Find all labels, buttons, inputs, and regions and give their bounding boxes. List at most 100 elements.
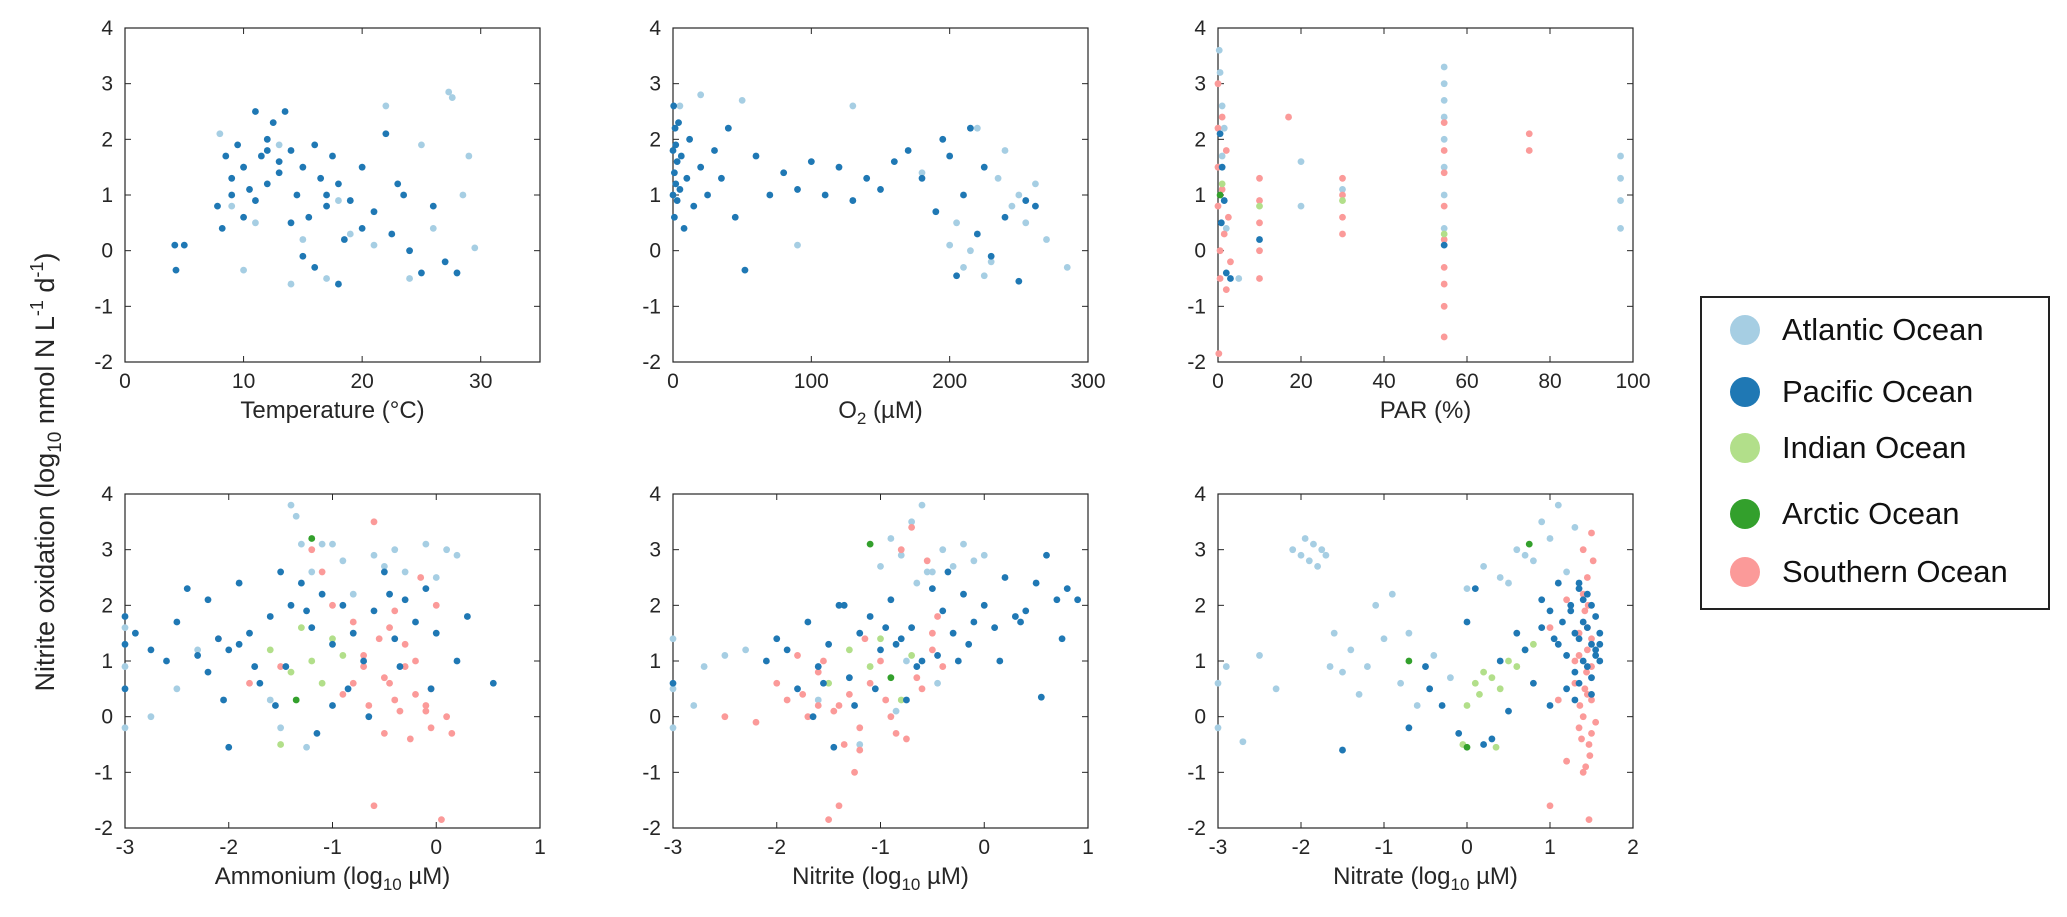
x-axis-label-3: Ammonium (log10 µM) <box>215 863 450 894</box>
data-point-pacific-ocean <box>412 618 419 626</box>
data-point-pacific-ocean <box>794 685 801 693</box>
data-point-atlantic-ocean <box>1440 96 1448 104</box>
y-tick-label: 0 <box>101 240 113 263</box>
plot-area-5 <box>1217 493 1634 829</box>
data-point-pacific-ocean <box>1455 729 1463 737</box>
data-point-pacific-ocean <box>173 618 181 626</box>
data-point-atlantic-ocean <box>1430 652 1438 659</box>
data-point-pacific-ocean <box>944 568 952 576</box>
data-point-pacific-ocean <box>711 147 718 154</box>
y-tick-label: -2 <box>642 351 661 374</box>
data-point-atlantic-ocean <box>1440 163 1448 171</box>
data-point-pacific-ocean <box>669 679 677 687</box>
data-point-atlantic-ocean <box>949 562 957 570</box>
data-point-atlantic-ocean <box>303 743 310 751</box>
data-point-southern-ocean <box>1256 219 1263 227</box>
data-point-pacific-ocean <box>422 585 430 593</box>
data-point-atlantic-ocean <box>1440 135 1448 143</box>
data-point-pacific-ocean <box>780 169 788 177</box>
data-point-pacific-ocean <box>263 135 271 143</box>
data-point-southern-ocean <box>856 724 864 732</box>
data-point-atlantic-ocean <box>1239 738 1247 746</box>
data-point-pacific-ocean <box>697 163 705 171</box>
data-point-pacific-ocean <box>1571 668 1579 676</box>
data-point-atlantic-ocean <box>465 152 473 160</box>
data-point-pacific-ocean <box>275 169 283 177</box>
data-point-pacific-ocean <box>996 657 1004 665</box>
data-point-pacific-ocean <box>1554 579 1562 587</box>
legend-label-arctic: Arctic Ocean <box>1782 496 1960 531</box>
data-point-pacific-ocean <box>686 135 693 143</box>
data-point-pacific-ocean <box>1022 607 1030 615</box>
x-tick-label: -1 <box>871 836 890 859</box>
data-point-pacific-ocean <box>804 618 812 626</box>
data-point-indian-ocean <box>339 652 347 659</box>
scatter-panel-2: 0 20 40 60 80 100 -2 -1 0 1 2 3 4 PAR (%) <box>1187 17 1650 424</box>
data-point-pacific-ocean <box>1463 618 1471 626</box>
data-point-indian-ocean <box>297 624 305 631</box>
data-point-pacific-ocean <box>299 163 307 171</box>
data-point-pacific-ocean <box>1438 702 1446 709</box>
data-point-pacific-ocean <box>323 191 330 199</box>
data-point-pacific-ocean <box>673 197 681 204</box>
data-point-arctic-ocean <box>1216 191 1224 199</box>
data-point-southern-ocean <box>386 679 393 687</box>
x-tick-label: -3 <box>116 836 135 859</box>
data-point-indian-ocean <box>329 635 336 643</box>
data-point-pacific-ocean <box>954 657 962 665</box>
data-point-atlantic-ocean <box>471 244 479 252</box>
data-point-southern-ocean <box>1339 213 1346 221</box>
x-tick-label: 0 <box>978 836 990 859</box>
data-point-indian-ocean <box>266 646 274 654</box>
data-point-pacific-ocean <box>762 657 770 665</box>
data-point-atlantic-ocean <box>918 501 926 509</box>
data-point-southern-ocean <box>1440 169 1448 177</box>
y-tick-label: 2 <box>101 594 113 617</box>
data-point-atlantic-ocean <box>240 266 247 274</box>
data-point-pacific-ocean <box>370 607 378 615</box>
data-point-pacific-ocean <box>669 147 677 154</box>
data-point-southern-ocean <box>1216 275 1224 282</box>
data-point-southern-ocean <box>1579 546 1587 554</box>
data-point-pacific-ocean <box>1015 277 1023 285</box>
data-point-pacific-ocean <box>918 657 926 665</box>
data-point-pacific-ocean <box>1567 601 1575 609</box>
data-point-atlantic-ocean <box>1617 197 1624 204</box>
data-point-atlantic-ocean <box>928 568 936 576</box>
data-point-pacific-ocean <box>913 663 921 670</box>
data-point-pacific-ocean <box>329 640 336 648</box>
data-point-southern-ocean <box>825 816 833 824</box>
data-point-southern-ocean <box>897 546 905 554</box>
data-point-indian-ocean <box>1339 197 1346 204</box>
data-point-atlantic-ocean <box>1530 557 1537 565</box>
data-point-pacific-ocean <box>204 596 212 604</box>
data-point-pacific-ocean <box>877 186 884 193</box>
data-point-pacific-ocean <box>1583 624 1591 631</box>
data-point-atlantic-ocean <box>252 219 259 227</box>
data-point-atlantic-ocean <box>1513 546 1521 554</box>
y-tick-label: 3 <box>649 73 661 96</box>
data-point-southern-ocean <box>406 735 414 743</box>
data-point-pacific-ocean <box>928 585 936 593</box>
data-point-southern-ocean <box>1222 147 1230 154</box>
data-point-arctic-ocean <box>1525 540 1533 548</box>
data-point-atlantic-ocean <box>173 685 181 693</box>
data-point-pacific-ocean <box>214 202 221 210</box>
x-tick-label: 1 <box>1544 836 1556 859</box>
data-point-atlantic-ocean <box>121 724 129 732</box>
data-point-pacific-ocean <box>246 186 253 193</box>
data-point-pacific-ocean <box>441 258 449 266</box>
data-point-pacific-ocean <box>299 252 307 260</box>
data-point-pacific-ocean <box>1480 741 1487 748</box>
data-point-pacific-ocean <box>272 702 279 709</box>
data-point-pacific-ocean <box>1222 269 1230 277</box>
y-axis-label: Nitrite oxidation (log10 nmol N L-1 d-1) <box>27 253 66 692</box>
data-point-pacific-ocean <box>391 635 399 643</box>
data-point-atlantic-ocean <box>994 174 1002 182</box>
data-point-pacific-ocean <box>180 241 188 249</box>
data-point-atlantic-ocean <box>292 512 300 520</box>
data-point-pacific-ocean <box>252 197 259 204</box>
data-point-pacific-ocean <box>849 197 857 204</box>
data-point-atlantic-ocean <box>923 568 931 576</box>
data-point-atlantic-ocean <box>1330 629 1338 637</box>
